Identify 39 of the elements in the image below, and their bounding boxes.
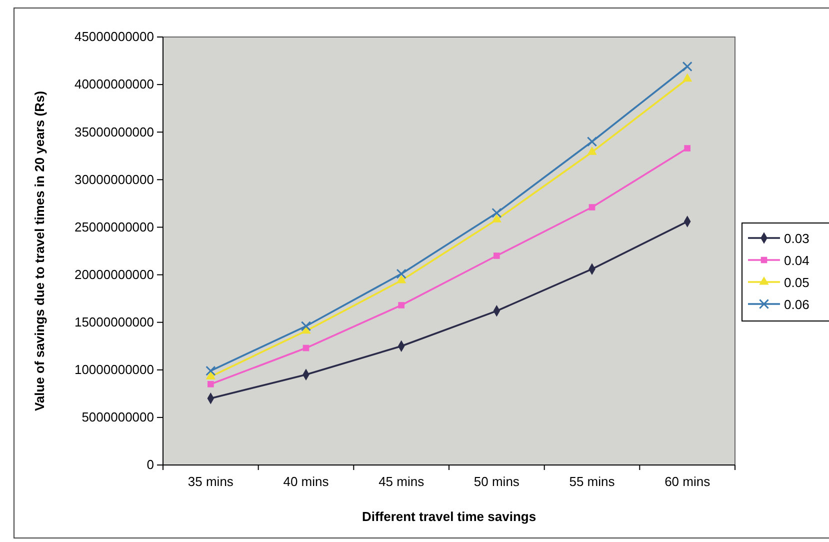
x-tick-label: 45 mins <box>378 474 425 490</box>
y-tick-label: 40000000000 <box>74 76 154 92</box>
point <box>684 145 690 152</box>
point <box>494 252 500 259</box>
y-tick-label: 35000000000 <box>74 124 154 140</box>
point <box>398 302 404 308</box>
point <box>588 204 596 210</box>
y-axis-title: Value of savings due to travel times in 20 years (Rs) <box>32 90 47 412</box>
point <box>206 366 216 376</box>
legend-label: 0.05 <box>784 275 810 290</box>
point <box>300 321 312 332</box>
x-tick-label: 40 mins <box>283 474 330 490</box>
legend-label: 0.06 <box>784 297 810 312</box>
point <box>586 136 598 147</box>
y-tick-label: 25000000000 <box>74 219 154 234</box>
y-tick-label: 30000000000 <box>74 172 154 187</box>
x-tick-label: 60 mins <box>664 474 711 490</box>
legend-label: 0.03 <box>784 231 810 246</box>
point <box>682 73 692 82</box>
y-tick-label: 5000000000 <box>82 410 154 425</box>
point <box>682 61 692 72</box>
y-tick-label: 0 <box>146 457 154 472</box>
point <box>206 371 216 380</box>
point <box>208 380 214 388</box>
y-tick-label: 45000000000 <box>74 29 154 44</box>
legend-label: 0.04 <box>784 253 810 268</box>
point <box>396 268 406 279</box>
point <box>396 274 406 284</box>
point <box>492 214 502 222</box>
x-tick-label: 35 mins <box>188 474 234 490</box>
x-axis-title: Different travel time savings <box>362 509 536 524</box>
y-tick-label: 15000000000 <box>74 314 154 330</box>
point <box>587 146 597 155</box>
point <box>302 344 310 352</box>
x-tick-label: 50 mins <box>474 474 520 490</box>
point <box>492 208 502 218</box>
y-tick-label: 10000000000 <box>74 362 154 378</box>
y-tick-label: 20000000000 <box>74 266 154 282</box>
x-tick-label: 55 mins <box>569 474 616 490</box>
